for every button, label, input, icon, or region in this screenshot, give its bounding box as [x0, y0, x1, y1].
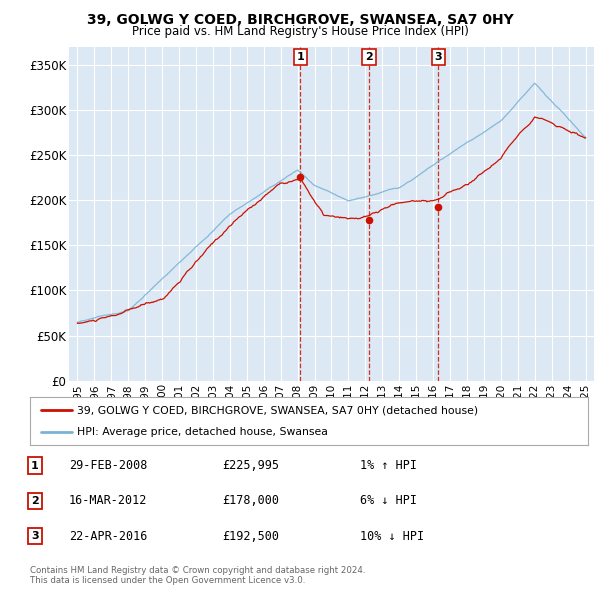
Text: 6% ↓ HPI: 6% ↓ HPI [360, 494, 417, 507]
Text: 22-APR-2016: 22-APR-2016 [69, 530, 148, 543]
Text: £225,995: £225,995 [222, 459, 279, 472]
Text: 2: 2 [31, 496, 38, 506]
Text: 3: 3 [31, 532, 38, 541]
Text: Price paid vs. HM Land Registry's House Price Index (HPI): Price paid vs. HM Land Registry's House … [131, 25, 469, 38]
Text: HPI: Average price, detached house, Swansea: HPI: Average price, detached house, Swan… [77, 427, 328, 437]
Text: Contains HM Land Registry data © Crown copyright and database right 2024.
This d: Contains HM Land Registry data © Crown c… [30, 566, 365, 585]
Text: 39, GOLWG Y COED, BIRCHGROVE, SWANSEA, SA7 0HY (detached house): 39, GOLWG Y COED, BIRCHGROVE, SWANSEA, S… [77, 405, 479, 415]
Text: 10% ↓ HPI: 10% ↓ HPI [360, 530, 424, 543]
Text: 1% ↑ HPI: 1% ↑ HPI [360, 459, 417, 472]
Text: 16-MAR-2012: 16-MAR-2012 [69, 494, 148, 507]
Text: £178,000: £178,000 [222, 494, 279, 507]
Text: 1: 1 [31, 461, 38, 470]
Text: £192,500: £192,500 [222, 530, 279, 543]
Text: 3: 3 [434, 52, 442, 62]
Text: 39, GOLWG Y COED, BIRCHGROVE, SWANSEA, SA7 0HY: 39, GOLWG Y COED, BIRCHGROVE, SWANSEA, S… [86, 13, 514, 27]
Text: 1: 1 [296, 52, 304, 62]
Text: 2: 2 [365, 52, 373, 62]
Text: 29-FEB-2008: 29-FEB-2008 [69, 459, 148, 472]
